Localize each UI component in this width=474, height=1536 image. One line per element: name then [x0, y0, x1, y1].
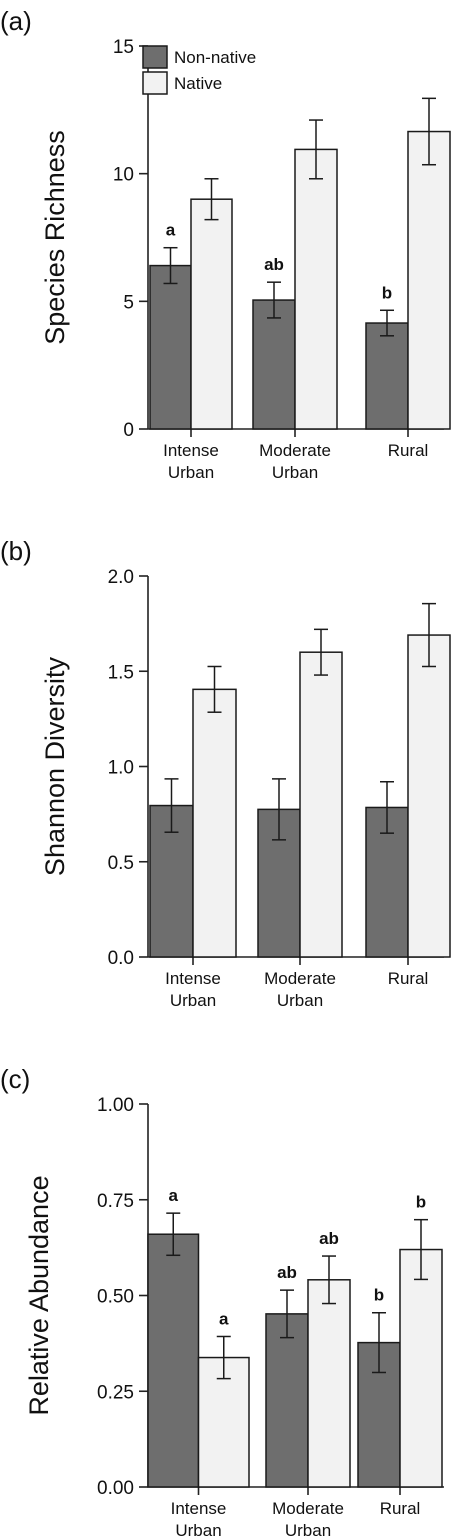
bar [149, 264, 192, 430]
bar [365, 322, 409, 430]
significance-label: ab [277, 1263, 297, 1282]
significance-label: b [416, 1193, 426, 1212]
y-tick-label: 0.50 [97, 1287, 134, 1308]
y-tick-label: 0.0 [108, 948, 134, 969]
x-tick-label: Intense [165, 969, 221, 988]
bar [307, 1279, 351, 1488]
x-tick-label: Urban [285, 1521, 331, 1536]
legend-label: Non-native [174, 48, 256, 67]
y-tick-label: 1.0 [108, 758, 134, 779]
panel-label: (c) [0, 1064, 30, 1094]
y-tick-label: 0.25 [97, 1382, 134, 1403]
bar [190, 198, 233, 430]
y-tick-label: 10 [113, 165, 134, 186]
x-tick-label: Urban [277, 991, 323, 1010]
bar [407, 634, 451, 958]
chart-panel-3: (c) Relative Abundance 0.00 0.25 0.50 0.75 1.0… [0, 1064, 444, 1536]
x-tick-label: Urban [272, 463, 318, 482]
bar [299, 651, 343, 958]
y-tick-label: 2.0 [108, 567, 134, 588]
y-tick-label: 0.5 [108, 853, 134, 874]
x-tick-label: Urban [175, 1521, 221, 1536]
y-axis-label: Relative Abundance [24, 1175, 54, 1415]
panel-label: (b) [0, 536, 32, 566]
y-axis-label: Shannon Diversity [40, 656, 70, 876]
x-tick-label: Intense [163, 441, 219, 460]
x-tick-label: Moderate [259, 441, 331, 460]
bar [147, 1233, 200, 1488]
significance-label: ab [264, 255, 284, 274]
x-tick-label: Rural [388, 441, 429, 460]
significance-label: ab [319, 1229, 339, 1248]
y-tick-label: 0.00 [97, 1478, 134, 1499]
y-axis-label: Species Richness [40, 130, 70, 345]
x-tick-label: Moderate [272, 1499, 344, 1518]
x-tick-label: Rural [388, 969, 429, 988]
y-tick-label: 1.5 [108, 662, 134, 683]
bar [294, 148, 338, 430]
legend-swatch [142, 45, 168, 69]
y-tick-label: 1.00 [97, 1095, 134, 1116]
x-tick-label: Rural [380, 1499, 421, 1518]
bar [252, 299, 296, 430]
chart-panel-2: (b) Shannon Diversity 0.0 0.5 1.0 1.5 2.0 Inten… [0, 536, 451, 1010]
significance-label: a [219, 1309, 229, 1328]
y-tick-label: 15 [113, 37, 134, 58]
y-tick-label: 5 [123, 292, 134, 313]
bar [407, 130, 451, 430]
legend-swatch [142, 71, 168, 95]
y-tick-label: 0.75 [97, 1191, 134, 1212]
bar [192, 688, 237, 958]
significance-label: a [169, 1186, 179, 1205]
y-tick-label: 0 [123, 420, 134, 441]
x-tick-label: Urban [168, 463, 214, 482]
x-tick-label: Urban [170, 991, 216, 1010]
panel-label: (a) [0, 6, 32, 36]
x-tick-label: Moderate [264, 969, 336, 988]
bar [399, 1248, 443, 1488]
bar [265, 1313, 309, 1488]
significance-label: a [166, 221, 176, 240]
x-tick-label: Intense [171, 1499, 227, 1518]
significance-label: b [382, 283, 392, 302]
legend-label: Native [174, 74, 222, 93]
significance-label: b [374, 1286, 384, 1305]
chart-panel-1: (a) Species Richness 0 5 10 15 Intense Urban a Mo… [0, 6, 451, 482]
